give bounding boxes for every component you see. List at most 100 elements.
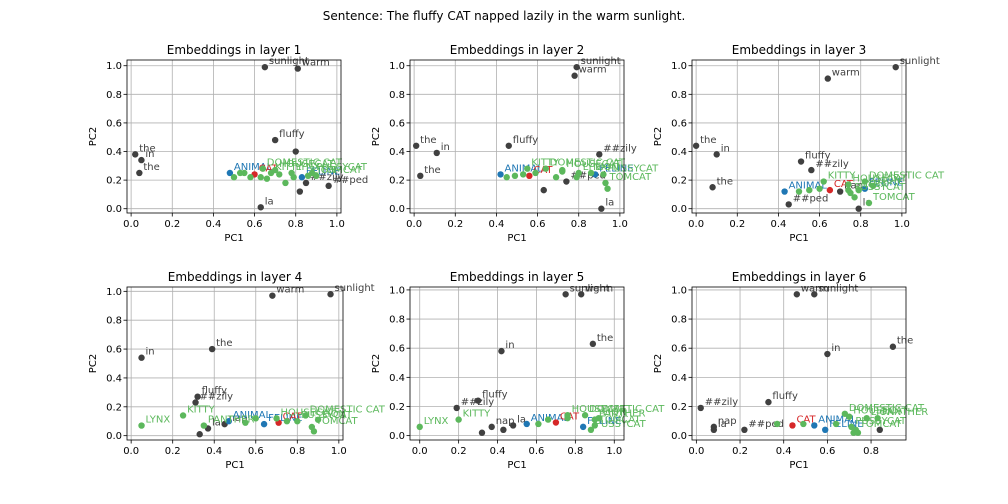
point-synonym-kitty: [820, 178, 827, 185]
point-label: nap: [718, 416, 737, 427]
x-tick-label: 0.6: [530, 219, 546, 230]
chart-panel-6: 0.0 0.2 0.4 0.6 0.8 0.0 0.2 0.4 0.6 0.8 1.0 warmsun…: [653, 270, 928, 471]
point-synonym-lion: [587, 169, 595, 177]
point-label: nap: [496, 416, 515, 427]
y-tick-label: 0.4: [671, 147, 687, 158]
point-label: PANTHER: [599, 409, 646, 420]
point-synonym-panther: [591, 416, 599, 423]
point-sentence: [500, 426, 507, 433]
y-axis-label: PC2: [653, 127, 664, 146]
point-synonym-domestic-cat: [302, 412, 309, 419]
y-tick-label: 0.6: [671, 344, 687, 355]
point-sentence: [292, 148, 299, 155]
point-sentence-the: [889, 343, 897, 350]
point-label: in: [505, 340, 514, 351]
point-related-animal: [523, 420, 530, 428]
point-sentence-nap: [488, 423, 495, 431]
point-label: DOMESTIC CAT: [849, 403, 925, 414]
x-tick-label: 0.4: [205, 219, 221, 230]
point-synonym: [544, 416, 552, 423]
point-label: sunlight: [581, 56, 621, 67]
point-related-animal: [225, 418, 232, 425]
point-synonym-pussycat: [847, 189, 854, 197]
point-sentence-in: [713, 151, 720, 158]
point-label: in: [441, 142, 450, 153]
y-tick-label: 1.0: [106, 287, 122, 298]
point-sentence-la: [509, 422, 517, 429]
y-tick-label: 0.0: [389, 431, 405, 442]
point-sentence-sunlight: [892, 63, 899, 71]
x-axis-label: PC1: [789, 233, 808, 244]
point-sentence-ped: [325, 182, 332, 190]
point-synonym: [851, 194, 858, 201]
point-label: DOMESTIC CAT: [550, 158, 626, 169]
point-related-animal: [811, 422, 818, 429]
point-label: ##zily: [310, 172, 344, 183]
point-related-feline: [861, 185, 869, 192]
x-tick-label: 0.0: [688, 446, 704, 457]
scatter-points: sunlightwarmtheinfluffy##zilynaplaANIMAL…: [416, 283, 665, 436]
x-axis-label: PC1: [507, 233, 526, 244]
point-synonym-lion: [304, 172, 312, 180]
point-label: HOUSECAT: [852, 173, 907, 184]
point-label: ANIMAL: [789, 181, 828, 192]
point-label: sunlight: [570, 283, 610, 294]
point-label: ANIMAL: [234, 162, 273, 173]
point-label: the: [424, 165, 440, 176]
x-axis-label: PC1: [225, 460, 244, 471]
point-label: CAT: [259, 163, 279, 174]
point-label: ANIMAL: [233, 410, 272, 421]
point-label: ##ped: [793, 193, 829, 204]
point-label: la: [265, 196, 274, 207]
point-synonym-tomcat: [852, 426, 859, 433]
point-sentence-sunlight: [811, 291, 818, 298]
point-label: warm: [579, 65, 607, 76]
point-sentence-ped: [785, 201, 792, 208]
point-synonym-domestic-cat: [581, 412, 589, 419]
y-tick-label: 0.2: [106, 176, 122, 187]
chart-panel-2: 0.0 0.2 0.4 0.6 0.8 1.0 0.0 0.2 0.4 0.6 0.8 1.0 sunl…: [371, 43, 659, 244]
point-sentence-the: [709, 184, 716, 191]
y-tick-label: 0.2: [106, 402, 122, 413]
axes-frame: [409, 59, 625, 214]
point-label: sunlight: [818, 283, 858, 294]
point-label: fluffy: [482, 390, 508, 401]
point-synonym-pussycat: [587, 426, 595, 433]
point-synonym: [832, 420, 840, 428]
point-label: CAT: [796, 414, 816, 425]
y-tick-label: 0.0: [389, 204, 405, 215]
x-tick-label: 0.2: [451, 446, 467, 457]
point-label: PUSSYCAT: [316, 162, 368, 173]
point-label: ##ped: [570, 171, 606, 182]
point-label: la: [517, 414, 526, 425]
point-synonym-tomcat: [591, 422, 599, 429]
point-synonym-panther: [200, 422, 208, 429]
point-synonym: [241, 169, 248, 177]
x-tick-label: 0.8: [853, 219, 869, 230]
point-label: la: [212, 417, 221, 428]
point-label: PANTHER: [882, 407, 929, 418]
point-synonym-housecat: [564, 412, 571, 419]
point-label: LYNX: [583, 162, 608, 173]
x-tick-label: 0.0: [123, 219, 139, 230]
point-related-animal: [781, 188, 788, 195]
point-sentence-warm: [793, 291, 801, 298]
point-synonym-kitty: [179, 412, 187, 419]
y-axis-label: PC2: [371, 354, 382, 373]
point-label: LION: [603, 407, 627, 418]
point-synonym: [806, 186, 813, 194]
chart-title: Embeddings in layer 6: [732, 270, 866, 284]
point-label: nap: [844, 181, 863, 192]
point-label: the: [216, 338, 232, 349]
y-axis-label: PC2: [653, 354, 664, 373]
point-label: ##zily: [603, 143, 637, 154]
x-tick-label: 0.6: [819, 446, 835, 457]
point-label: the: [897, 336, 913, 347]
y-axis-label: PC2: [371, 127, 382, 146]
point-label: TOMCAT: [608, 172, 652, 183]
point-sentence-the: [136, 169, 143, 177]
point-sentence: [540, 186, 547, 194]
point-label: the: [139, 143, 155, 154]
point-label: sunlight: [335, 283, 375, 294]
point-label: sunlight: [900, 56, 940, 67]
